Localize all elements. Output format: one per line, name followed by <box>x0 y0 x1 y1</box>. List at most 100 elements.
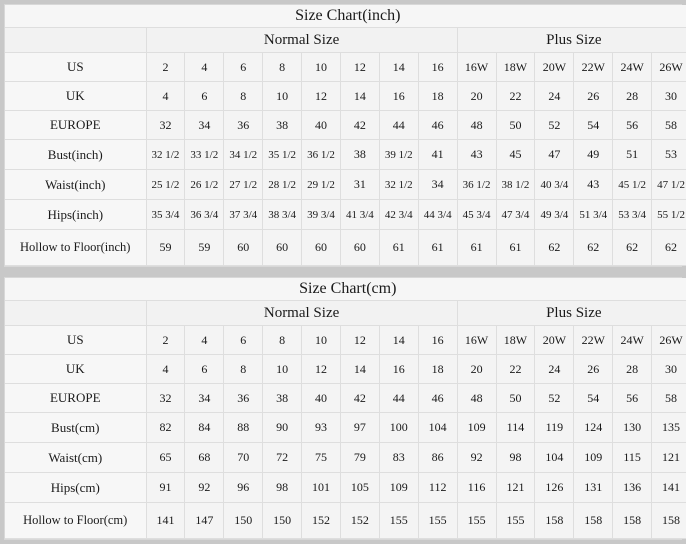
table-cell: 45 <box>495 139 536 170</box>
chart-title: Size Chart(inch) <box>5 5 686 28</box>
row-label: EUROPE <box>5 110 147 140</box>
table-cell: 33 1/2 <box>184 139 225 170</box>
row-label: EUROPE <box>5 383 147 413</box>
table-cell: 92 <box>456 442 497 473</box>
table-cell: 43 <box>456 139 497 170</box>
table-cell: 53 <box>651 139 686 170</box>
table-row: EUROPE 32 34 36 38 40 42 44 46 48 50 52 54 56 58 <box>5 110 686 140</box>
table-cell: 54 <box>573 110 614 140</box>
table-cell: 158 <box>534 502 575 539</box>
table-cell: 58 <box>651 383 686 413</box>
table-cell: 40 3/4 <box>534 169 575 200</box>
size-chart-cm-block: Size Chart(cm) Normal Size Plus Size US 2 4 6 8… <box>4 277 686 540</box>
table-cell: 4 <box>145 81 186 111</box>
table-cell: 40 <box>301 110 341 140</box>
table-cell: 60 <box>262 229 303 266</box>
table-cell: 48 <box>456 110 497 140</box>
row-label: US <box>5 325 147 355</box>
row-label: Hips(cm) <box>5 472 147 503</box>
chart-title-row: Size Chart(cm) <box>5 278 686 301</box>
table-cell: 14 <box>378 325 419 355</box>
table-cell: 60 <box>301 229 341 266</box>
table-cell: 115 <box>612 442 653 473</box>
table-cell: 93 <box>301 412 341 443</box>
table-cell: 14 <box>339 81 380 111</box>
chart-title-row: Size Chart(inch) <box>5 5 686 28</box>
table-cell: 45 1/2 <box>612 169 653 200</box>
table-cell: 16 <box>417 52 458 82</box>
table-cell: 109 <box>378 472 419 503</box>
table-row: UK 4 6 8 10 12 14 16 18 20 22 24 26 28 30 <box>5 354 686 384</box>
group-header-row: Normal Size Plus Size <box>5 300 686 326</box>
table-cell: 90 <box>262 412 303 443</box>
table-cell: 22 <box>495 81 536 111</box>
table-cell: 61 <box>378 229 419 266</box>
table-cell: 135 <box>651 412 686 443</box>
table-cell: 34 <box>184 110 225 140</box>
table-cell: 84 <box>184 412 225 443</box>
table-cell: 16 <box>378 354 419 384</box>
table-row: US 2 4 6 8 10 12 14 16 16W 18W 20W 22W 24W 26W <box>5 325 686 355</box>
table-cell: 12 <box>301 81 341 111</box>
table-cell: 58 <box>651 110 686 140</box>
table-row: UK 4 6 8 10 12 14 16 18 20 22 24 26 28 30 <box>5 81 686 111</box>
table-cell: 32 <box>145 383 186 413</box>
table-cell: 100 <box>378 412 419 443</box>
table-cell: 12 <box>339 325 380 355</box>
table-cell: 16 <box>417 325 458 355</box>
table-cell: 26W <box>651 52 686 82</box>
table-cell: 109 <box>573 442 614 473</box>
table-cell: 121 <box>495 472 536 503</box>
table-cell: 51 3/4 <box>573 199 614 230</box>
table-cell: 65 <box>145 442 186 473</box>
table-cell: 8 <box>223 354 264 384</box>
table-cell: 14 <box>339 354 380 384</box>
table-cell: 18W <box>495 52 536 82</box>
table-cell: 97 <box>339 412 380 443</box>
table-cell: 79 <box>339 442 380 473</box>
table-cell: 8 <box>262 52 303 82</box>
group-header-plus-size: Plus Size <box>456 300 686 326</box>
table-cell: 121 <box>651 442 686 473</box>
table-cell: 22W <box>573 325 614 355</box>
table-cell: 6 <box>223 52 264 82</box>
table-cell: 46 <box>417 383 458 413</box>
chart-divider <box>0 267 686 277</box>
table-cell: 152 <box>339 502 380 539</box>
table-cell: 141 <box>651 472 686 503</box>
table-cell: 44 <box>378 110 419 140</box>
table-cell: 36 <box>223 110 264 140</box>
table-cell: 30 <box>651 81 686 111</box>
row-label: Waist(inch) <box>5 169 147 200</box>
table-cell: 109 <box>456 412 497 443</box>
row-label: Bust(cm) <box>5 412 147 443</box>
chart-title: Size Chart(cm) <box>5 278 686 301</box>
table-cell: 45 3/4 <box>456 199 497 230</box>
table-cell: 36 1/2 <box>456 169 497 200</box>
table-cell: 155 <box>456 502 497 539</box>
table-cell: 34 1/2 <box>223 139 264 170</box>
table-cell: 62 <box>612 229 653 266</box>
table-cell: 47 1/2 <box>651 169 686 200</box>
table-cell: 26 <box>573 81 614 111</box>
table-cell: 91 <box>145 472 186 503</box>
table-cell: 56 <box>612 110 653 140</box>
size-chart-table: Size Chart(inch) Normal Size Plus Size US 2 4… <box>5 5 686 266</box>
table-cell: 20W <box>534 52 575 82</box>
table-cell: 43 <box>573 169 614 200</box>
table-cell: 41 <box>417 139 458 170</box>
bottom-margin <box>0 540 686 544</box>
table-cell: 39 1/2 <box>378 139 419 170</box>
table-cell: 36 <box>223 383 264 413</box>
table-cell: 42 3/4 <box>378 199 419 230</box>
table-cell: 38 <box>339 139 380 170</box>
row-label: UK <box>5 354 147 384</box>
table-cell: 124 <box>573 412 614 443</box>
table-cell: 32 1/2 <box>145 139 186 170</box>
table-row: Waist(inch) 25 1/2 26 1/2 27 1/2 28 1/2 29 1/… <box>5 169 686 200</box>
table-cell: 59 <box>184 229 225 266</box>
table-cell: 126 <box>534 472 575 503</box>
table-cell: 24W <box>612 325 653 355</box>
table-cell: 40 <box>301 383 341 413</box>
table-cell: 92 <box>184 472 225 503</box>
